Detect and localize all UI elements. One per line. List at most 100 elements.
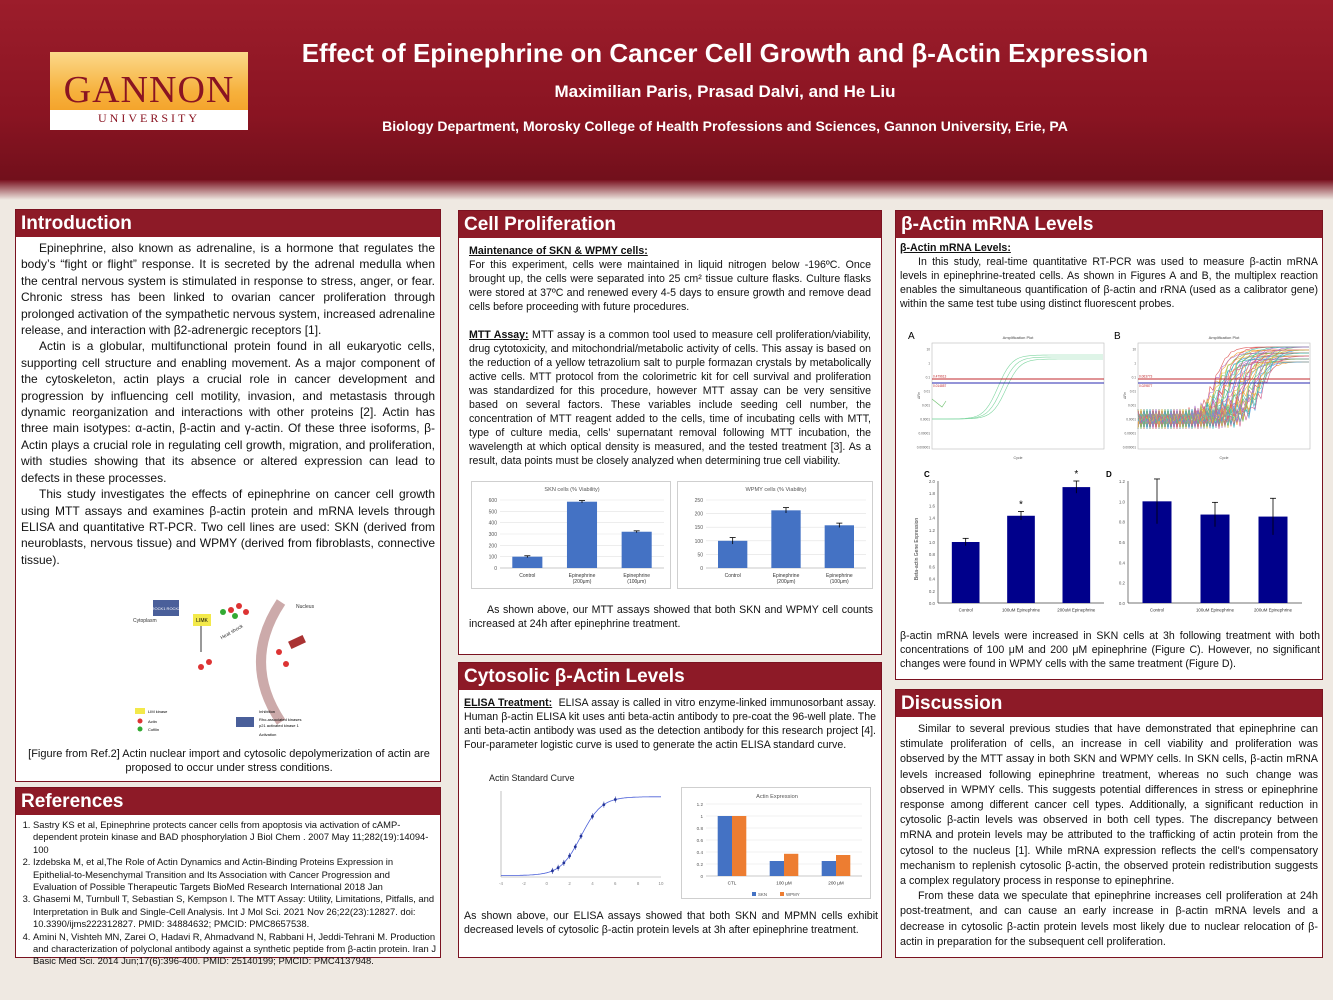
gannon-logo: GANNON UNIVERSITY (50, 52, 248, 130)
legend-swatch (780, 892, 784, 896)
amplification-plot-a: A Amplification Plot 10 1 0.1 0.01 0.001 0.0001… (908, 331, 1105, 460)
legend-p21: p21 activated kinase 1 (259, 723, 300, 728)
nucleus-membrane (256, 599, 286, 725)
wpmy-viability-chart-frame: WPMY cells (% Viability) 0 50 100 150 200 250 C… (677, 481, 873, 589)
x-tick-label: CTL (728, 881, 737, 886)
y-tick-label: 1.4 (929, 516, 936, 521)
y-tick-label: 0 (494, 566, 497, 572)
elisa-result-text: As shown above, our ELISA assays showed … (464, 910, 878, 936)
legend-rho-swatch (236, 717, 254, 727)
nucleus-label: Nucleus (296, 604, 315, 610)
legend-actin-swatch (137, 718, 143, 724)
y-tick-label: 0.0 (929, 601, 936, 606)
bar (621, 531, 652, 568)
y-tick-label: 0.0 (1119, 601, 1126, 606)
figure-letter: D (1106, 470, 1112, 479)
bar (1007, 515, 1035, 603)
y-tick-label: 1 (700, 814, 703, 819)
x-tick-label: -2 (522, 881, 526, 886)
actin-filament (288, 634, 306, 650)
x-tick-label: Control (519, 573, 535, 579)
introduction-body: Epinephrine, also known as adrenaline, i… (16, 237, 440, 571)
x-tick-label: (200μm) (777, 579, 796, 585)
actin-pathway-figure: ROCK1 ROCK2 LIMK Cytoplasm Nucleus Heat … (131, 592, 321, 742)
figure-letter: C (924, 470, 930, 479)
cytoplasm-label: Cytoplasm (133, 618, 157, 624)
y-tick-label: 0.0001 (920, 418, 930, 422)
rock-box (153, 600, 179, 616)
x-tick-label: 200uM Epinephrine (1254, 607, 1293, 612)
threshold-label: 0.063773 (1139, 375, 1153, 379)
intro-paragraph-2: Actin is a globular, multifunctional pro… (21, 339, 435, 485)
x-tick-label: (100μm) (627, 579, 646, 585)
chart-title: Actin Expression (756, 794, 798, 800)
limk-box (193, 614, 211, 626)
x-tick-label: 100uM Epinephrine (1196, 607, 1235, 612)
y-tick-label: 0.1 (1132, 376, 1137, 380)
logo-strip (50, 110, 248, 130)
cell-proliferation-body: Maintenance of SKN & WPMY cells: For thi… (459, 238, 881, 474)
y-tick-label: 0 (700, 566, 703, 572)
actin-standard-curve-chart: Actin Standard Curve -4 -2 0 2 4 6 8 10 (489, 773, 664, 886)
figure-letter: B (1114, 331, 1121, 342)
logo-sub: UNIVERSITY (98, 111, 200, 125)
mtt-text: MTT assay is a common tool used to measu… (469, 329, 871, 467)
bar (717, 816, 732, 876)
elisa-text: ELISA assay is called in vitro enzyme-li… (464, 697, 877, 751)
logo-name: GANNON (63, 69, 235, 111)
plot-area (931, 342, 1105, 450)
y-tick-label: 0.1 (926, 376, 931, 380)
chart-title: SKN cells (% Viability) (544, 487, 599, 493)
amplification-plot-b: B Amplification Plot 10 1 0.1 0.01 0.001 0.0001… (1114, 331, 1311, 460)
actin-dot (228, 607, 234, 613)
y-tick-label: 0.6 (929, 564, 936, 569)
mrna-wpmy-chart: 0.0 0.2 0.4 0.6 0.8 1.0 1.2 Control 100uM Epinep… (1106, 470, 1302, 612)
y-tick-label: 1.2 (1119, 479, 1126, 484)
x-tick-label: 4 (591, 881, 594, 886)
mrna-result: β-actin mRNA levels were increased in SK… (896, 629, 1324, 671)
bar (821, 861, 836, 876)
x-tick-label: 200uM Epinephrine (1057, 607, 1096, 612)
y-tick-label: 10 (926, 348, 930, 352)
legend-actin: Actin (148, 719, 157, 724)
x-tick-label: (100μm) (830, 579, 849, 585)
y-tick-label: 1 (928, 362, 930, 366)
discussion-paragraph-1: Similar to several previous studies that… (900, 723, 1318, 888)
banner-fade (0, 180, 1333, 200)
elisa-chart-frame: Actin Expression 0 0.2 0.4 0.6 0.8 1 1.2 CTL 100 … (681, 787, 871, 899)
actin-dot (283, 661, 289, 667)
elisa-subheading: ELISA Treatment: (464, 697, 553, 709)
x-tick-label: Epinephrine (569, 573, 596, 579)
y-tick-label: 0.8 (1119, 520, 1126, 525)
actin-dot (236, 603, 242, 609)
maintenance-subheading: Maintenance of SKN & WPMY cells: (469, 245, 648, 257)
introduction-panel: Introduction Epinephrine, also known as … (15, 209, 441, 782)
y-tick-label: 400 (489, 521, 498, 527)
y-tick-label: 1.0 (929, 540, 936, 545)
references-heading: References (16, 788, 440, 815)
x-tick-label: 10 (659, 881, 664, 886)
y-tick-label: 1.0 (1119, 499, 1126, 504)
mrna-heading: β-Actin mRNA Levels (896, 211, 1322, 238)
bar (771, 510, 801, 568)
bar (836, 855, 851, 876)
x-tick-label: 2 (568, 881, 571, 886)
poster-affiliation: Biology Department, Morosky College of H… (382, 118, 1068, 134)
standard-curve-frame: Actin Standard Curve -4 -2 0 2 4 6 8 10 (471, 769, 667, 901)
intro-paragraph-1: Epinephrine, also known as adrenaline, i… (21, 241, 435, 338)
cofilin-dot (232, 613, 238, 619)
bar (769, 861, 784, 876)
y-tick-label: 0.8 (697, 826, 704, 831)
y-tick-label: 200 (489, 543, 498, 549)
legend-cofilin-swatch (137, 726, 143, 732)
y-tick-label: 0.01 (1130, 390, 1136, 394)
y-tick-label: 0.2 (697, 862, 704, 867)
y-axis-label: Beta-actin Gene Expression (914, 518, 920, 580)
y-tick-label: 250 (695, 498, 704, 504)
y-tick-label: 0 (700, 874, 703, 879)
discussion-paragraph-2: From these data we speculate that epinep… (900, 890, 1318, 948)
y-tick-label: 1 (1134, 362, 1136, 366)
x-tick-label: 100uM Epinephrine (1002, 607, 1041, 612)
reference-item: Ghasemi M, Turnbull T, Sebastian S, Kemp… (33, 893, 436, 930)
poster-title: Effect of Epinephrine on Cancer Cell Gro… (301, 38, 1149, 68)
